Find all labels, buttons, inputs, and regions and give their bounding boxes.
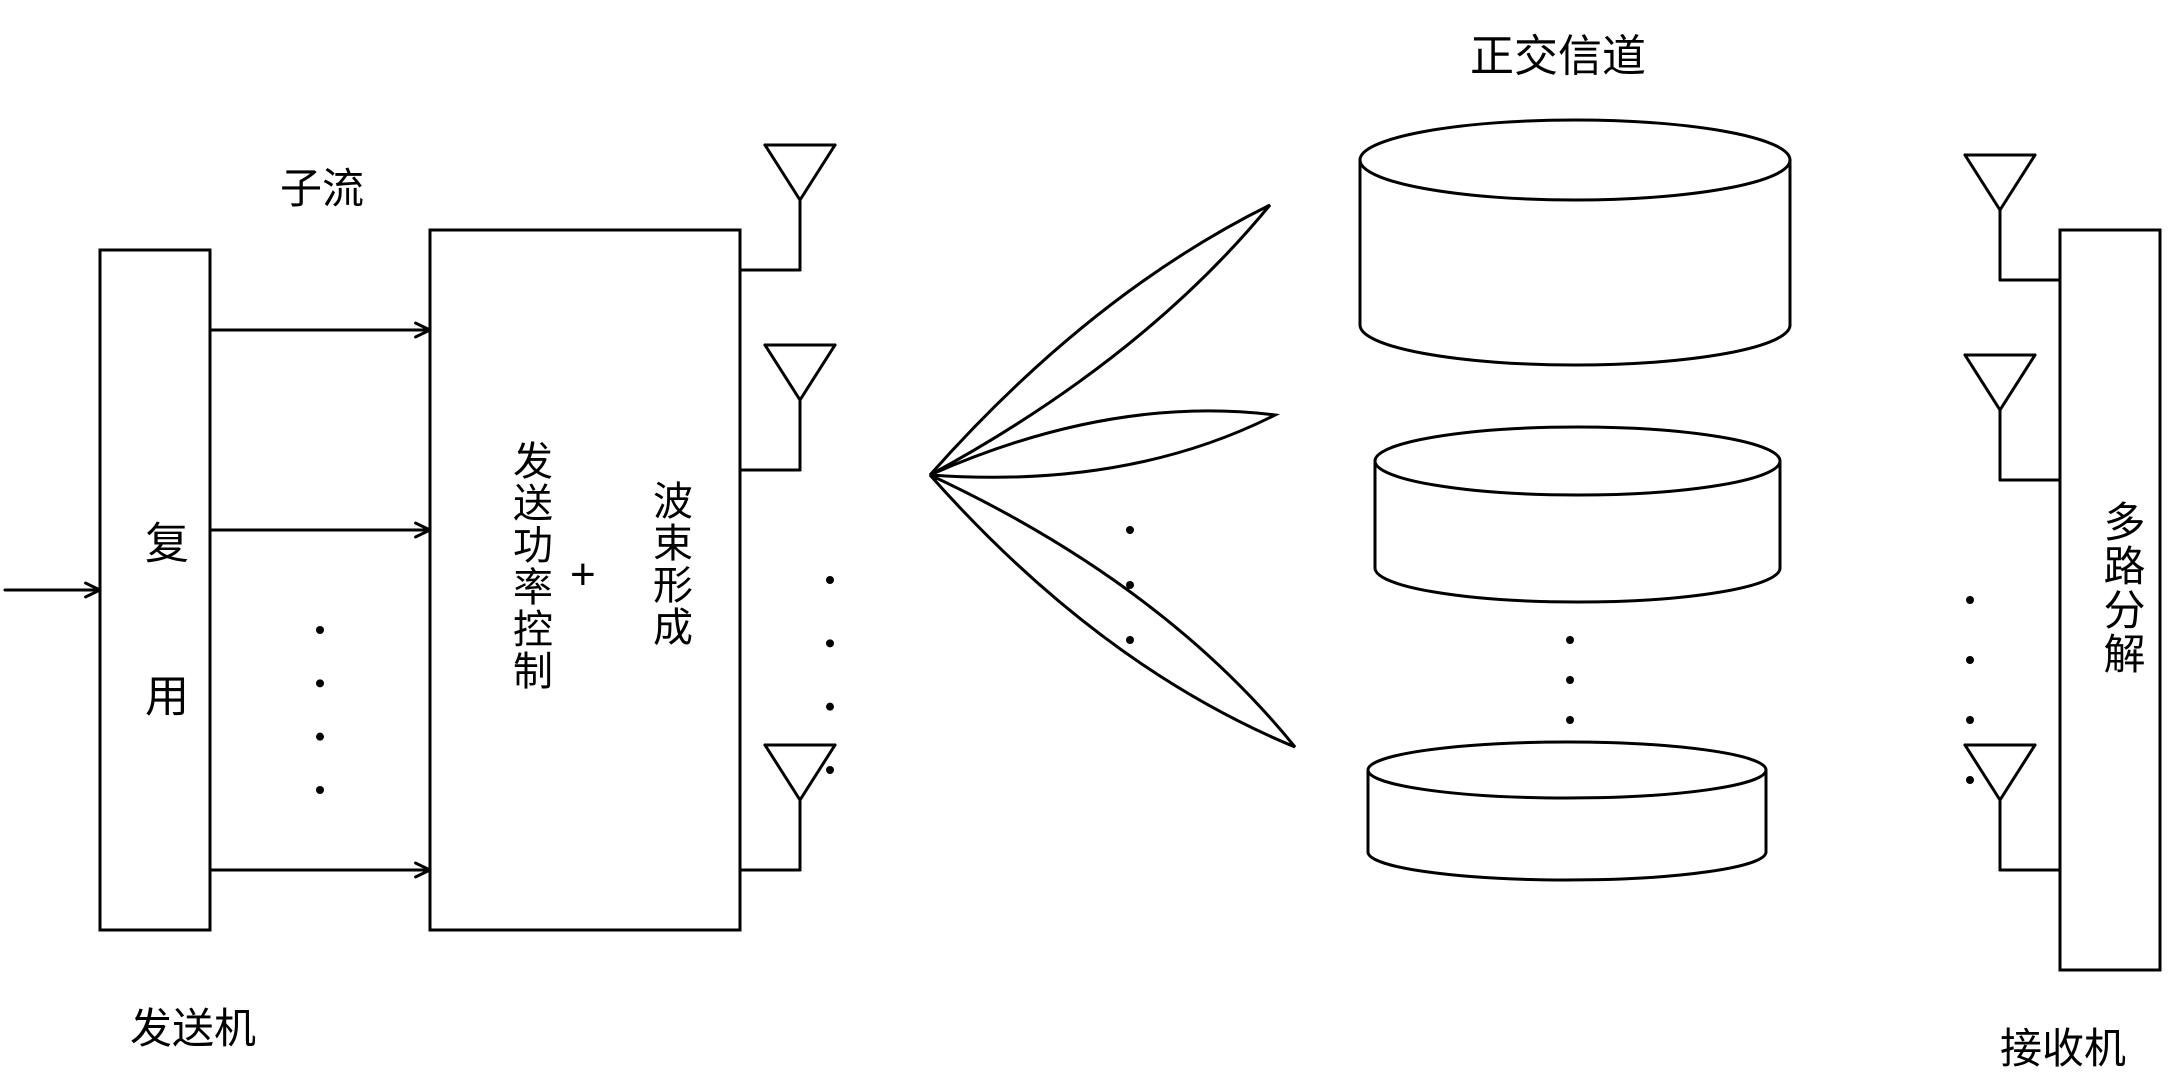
mux-box-label: 复 用 bbox=[130, 520, 194, 747]
power-control-label: 发送功率控制 bbox=[500, 440, 558, 692]
beamforming-label: 波束形成 bbox=[640, 480, 698, 648]
orthogonal-channel-label: 正交信道 bbox=[1470, 20, 1646, 84]
plus-label: + bbox=[570, 550, 596, 600]
substream-label: 子流 bbox=[280, 155, 364, 216]
demux-box-label: 多路分解 bbox=[2090, 500, 2151, 676]
receiver-label: 接收机 bbox=[2000, 1015, 2126, 1076]
transmitter-label: 发送机 bbox=[130, 995, 256, 1056]
